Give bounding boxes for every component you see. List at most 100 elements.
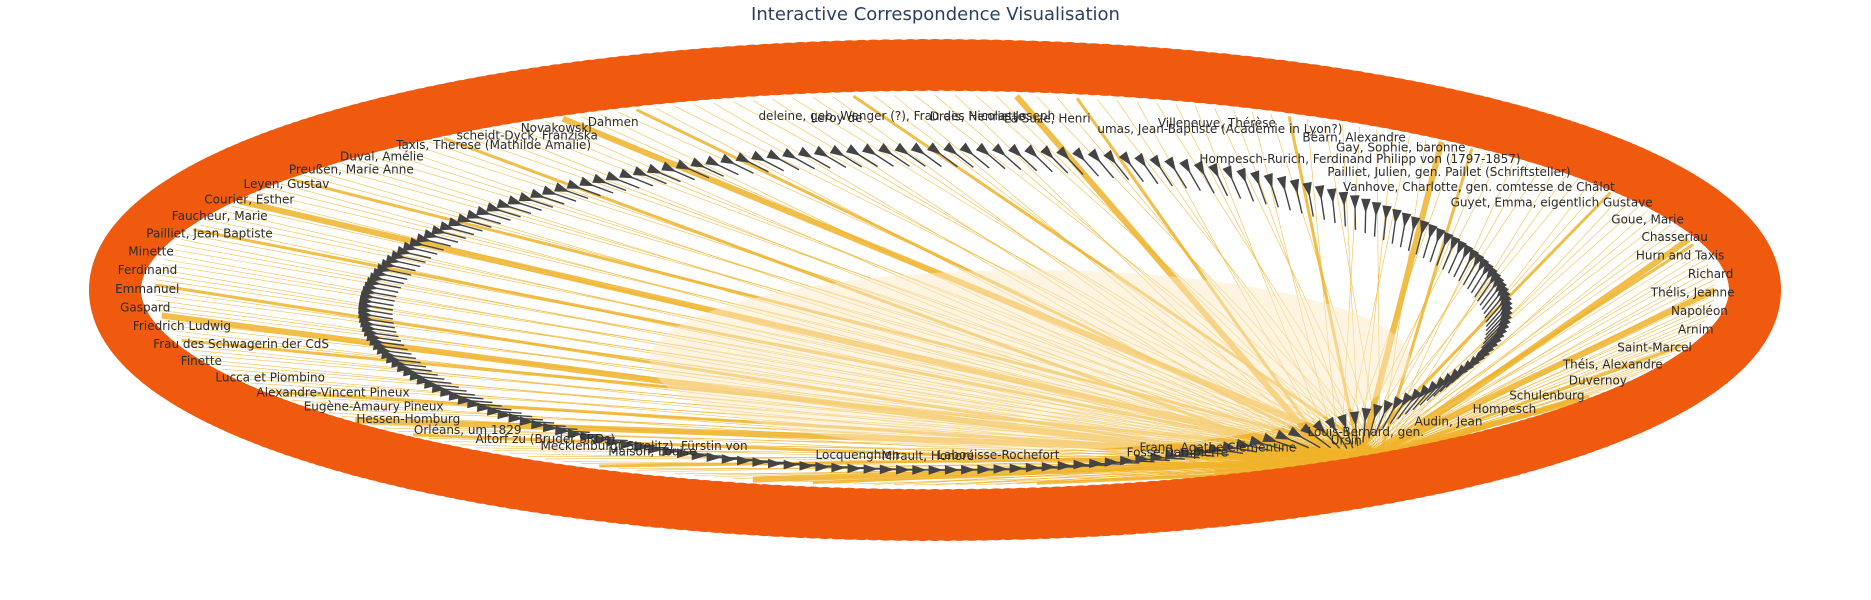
arrow-head bbox=[1250, 170, 1260, 186]
arrow-head bbox=[878, 143, 893, 156]
arrow-head bbox=[1402, 212, 1412, 228]
arrow-head bbox=[782, 148, 798, 160]
arrow-head bbox=[518, 192, 534, 202]
arrow-head bbox=[1236, 167, 1247, 183]
arrow-head bbox=[1411, 216, 1421, 232]
arrow-head bbox=[813, 145, 829, 158]
node-label: Alexandre-Vincent Pineux bbox=[257, 386, 410, 400]
arrow-head bbox=[1087, 148, 1101, 163]
arrow-head bbox=[1428, 223, 1438, 239]
node-label: Béarn, Alexandre bbox=[1302, 130, 1405, 144]
node-label: La Suze, Henri bbox=[1004, 112, 1091, 126]
arrow-head bbox=[1326, 188, 1337, 204]
edge-line bbox=[1359, 229, 1677, 461]
arrow-head bbox=[1489, 270, 1502, 285]
edge-line bbox=[1359, 350, 1677, 461]
arrow-head bbox=[751, 150, 766, 162]
arrow-head bbox=[675, 159, 691, 170]
arrow-head bbox=[1485, 265, 1498, 281]
node-label: Locquenghien bbox=[816, 448, 900, 462]
node-layer bbox=[89, 39, 1781, 541]
arrow-head bbox=[735, 152, 751, 163]
arrow-head bbox=[1436, 227, 1446, 243]
node-label: Altorf zu (Bruder SRDs) bbox=[476, 432, 616, 446]
arrow-head bbox=[1361, 198, 1371, 214]
arrow-head bbox=[1338, 191, 1349, 207]
edge-line bbox=[510, 453, 1341, 471]
edge-line bbox=[1339, 249, 1699, 471]
edge-line bbox=[527, 455, 1361, 461]
arrow-head bbox=[1392, 396, 1404, 412]
arrow-layer bbox=[357, 142, 1513, 475]
node-label: scheidt-Dyck, Franziska bbox=[457, 129, 598, 143]
node-label: Friedrich Ludwig bbox=[133, 319, 231, 333]
edge-line bbox=[1376, 129, 1381, 456]
node-label: Gaspard bbox=[120, 301, 170, 315]
arrow-head bbox=[1089, 458, 1104, 469]
node-label: Eugène-Amaury Pineux bbox=[304, 400, 444, 414]
node-label: Goue, Marie bbox=[1611, 212, 1684, 226]
arrow-head bbox=[507, 195, 523, 205]
node-label: Duval, Amélie bbox=[340, 150, 424, 164]
edge-line bbox=[1339, 126, 1361, 471]
node-label: Audin, Jean bbox=[1415, 414, 1483, 428]
arrow-head bbox=[466, 209, 482, 219]
arrow-head bbox=[862, 143, 877, 156]
arrow-head bbox=[975, 142, 990, 156]
arrow-head bbox=[1179, 448, 1195, 458]
arrow-head bbox=[1194, 446, 1209, 456]
arrow-head bbox=[619, 168, 635, 179]
arrow-head bbox=[1056, 146, 1070, 160]
edge-line bbox=[1339, 179, 1579, 471]
arrow-head bbox=[1208, 162, 1219, 178]
node-label: deleine, geb. Wenger (?), Frau des Nicol… bbox=[758, 109, 1055, 123]
arrow-head bbox=[798, 146, 813, 159]
arrow-head bbox=[486, 202, 502, 212]
edge-line bbox=[1359, 243, 1695, 462]
node-label: Louis-Bernard, gen. bbox=[1307, 425, 1424, 439]
arrow-head bbox=[1468, 248, 1480, 264]
node-label: Richard bbox=[1688, 267, 1734, 281]
node-label: Mirault, Honoré bbox=[882, 449, 975, 463]
edge-line bbox=[562, 461, 1341, 471]
arrow-head bbox=[530, 188, 546, 198]
node-label: Labouisse-Rochefort bbox=[937, 448, 1059, 462]
node-label: Théis, Alexandre bbox=[1562, 357, 1663, 371]
arrow-head bbox=[605, 171, 621, 181]
node-label: Fosse-Dampierre bbox=[1127, 445, 1228, 459]
edge-line bbox=[1379, 315, 1709, 456]
node-label: Pailliet, Julien, gen. Paillet (Schrifts… bbox=[1327, 165, 1570, 179]
arrow-head bbox=[431, 225, 447, 235]
node-marker[interactable] bbox=[1728, 260, 1781, 313]
node-label: Pailliet, Jean Baptiste bbox=[146, 227, 272, 241]
arrow-head bbox=[1103, 149, 1117, 165]
edge-line bbox=[733, 469, 1341, 479]
arrow-head bbox=[1418, 384, 1431, 399]
arrow-head bbox=[1462, 244, 1474, 260]
arrow-head bbox=[705, 155, 721, 167]
node-label: Saint-Marcel bbox=[1617, 340, 1692, 354]
node-label: Preußen, Marie Anne bbox=[289, 163, 414, 177]
edge-line bbox=[1339, 279, 1715, 471]
arrow-head bbox=[720, 153, 736, 165]
arrow-head bbox=[943, 142, 958, 155]
arrow-head bbox=[894, 142, 909, 155]
node-label: Taxis, Therese (Mathilde Amalie) bbox=[395, 138, 591, 152]
arrow-head bbox=[677, 448, 692, 459]
arrow-head bbox=[448, 217, 464, 227]
arrow-head bbox=[554, 182, 570, 192]
node-label: Novakowski bbox=[521, 121, 592, 135]
edge-line bbox=[1379, 171, 1555, 456]
arrow-head bbox=[1134, 152, 1147, 168]
edge-line bbox=[1379, 183, 1590, 456]
edge-line bbox=[1339, 234, 1684, 471]
arrow-head bbox=[1382, 205, 1392, 221]
node-label: Leroy de bbox=[811, 111, 863, 125]
arrow-head bbox=[439, 221, 455, 231]
node-label: Napoléon bbox=[1671, 304, 1728, 318]
arrow-head bbox=[1040, 145, 1054, 159]
arrow-head bbox=[1499, 297, 1513, 312]
arrow-head bbox=[632, 166, 648, 176]
edge-line bbox=[369, 423, 1341, 471]
